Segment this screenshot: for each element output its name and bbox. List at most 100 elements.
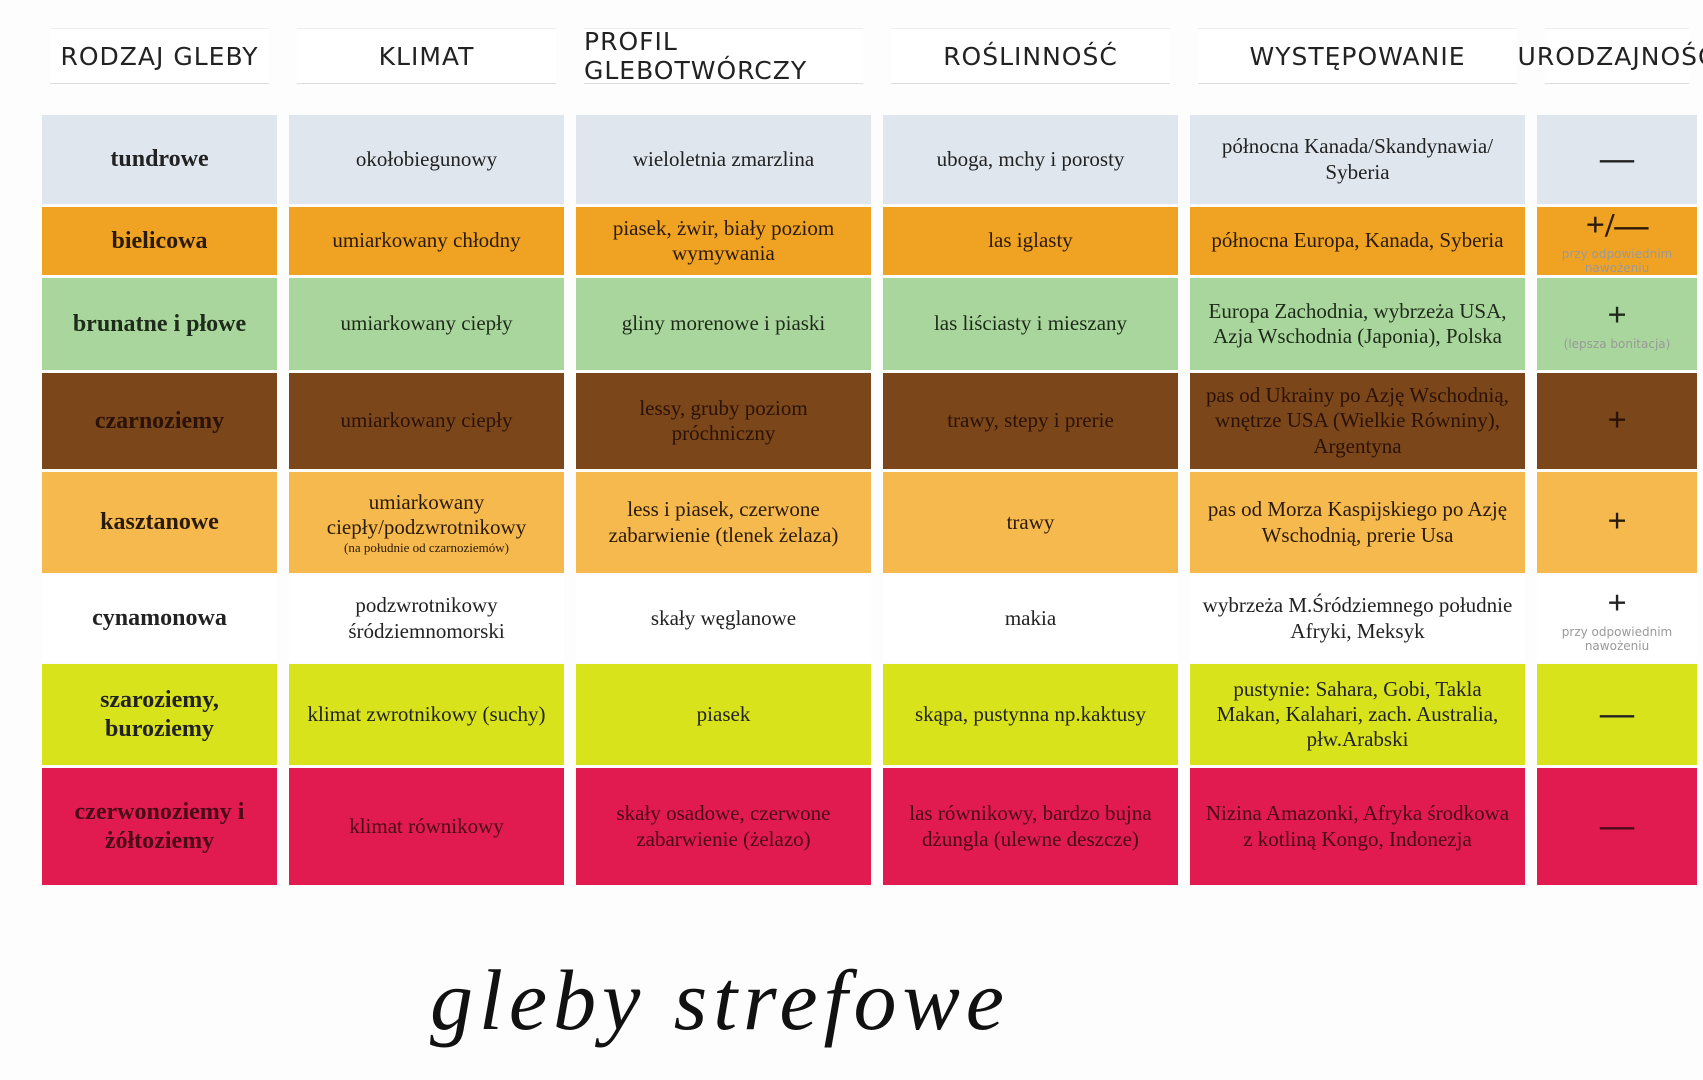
cell-text: umiarkowany chłodny (332, 228, 521, 253)
cell-text: — (1600, 807, 1634, 845)
cell-text: lessy, gruby poziom próchniczny (639, 395, 808, 445)
cell-note: przy odpowiednim nawożeniu (1561, 247, 1673, 276)
cell-text: + (1607, 503, 1627, 541)
cell-text: bielicowa (111, 227, 208, 254)
table-cell: uboga, mchy i porosty (883, 115, 1178, 204)
table-cell: piasek, żwir, biały poziom wymywania (576, 207, 871, 275)
table-cell: wieloletnia zmarzlina (576, 115, 871, 204)
cell-text: okołobiegunowy (355, 146, 498, 171)
footer-title: gleby strefowe (430, 952, 1010, 1048)
table-cell: umiarkowany ciepły (289, 373, 564, 469)
column-header: WYSTĘPOWANIE (1198, 28, 1517, 84)
cell-text: Europa Zachodnia, wybrzeża USA, Azja Wsc… (1208, 298, 1507, 348)
table-cell: bielicowa (42, 207, 277, 275)
cell-text: podzwrotnikowy śródziemnomorski (348, 593, 505, 643)
cell-text: uboga, mchy i porosty (936, 146, 1125, 171)
table-cell: Nizina Amazonki, Afryka środkowa z kotli… (1190, 768, 1525, 885)
cell-text: północna Europa, Kanada, Syberia (1211, 228, 1504, 253)
table-cell: podzwrotnikowy śródziemnomorski (289, 576, 564, 661)
table-cell: szaroziemy, buroziemy (42, 664, 277, 765)
column-header: URODZAJNOŚĆ (1518, 28, 1703, 84)
cell-text: tundrowe (110, 146, 209, 173)
cell-text: czarnoziemy (94, 407, 225, 434)
cell-text: +/— (1585, 207, 1649, 245)
cell-text: skały osadowe, czerwone zabarwienie (żel… (616, 801, 831, 851)
table-cell: kasztanowe (42, 472, 277, 573)
table-cell: klimat równikowy (289, 768, 564, 885)
cell-text: pustynie: Sahara, Gobi, Takla Makan, Kal… (1216, 676, 1499, 752)
table-cell: las liściasty i mieszany (883, 278, 1178, 370)
cell-text: brunatne i płowe (72, 310, 247, 337)
table-cell: Europa Zachodnia, wybrzeża USA, Azja Wsc… (1190, 278, 1525, 370)
table-cell: + (lepsza bonitacja) (1537, 278, 1697, 370)
cell-text: kasztanowe (100, 509, 219, 536)
cell-note: przy odpowiednim nawożeniu (1561, 624, 1673, 653)
table-cell: pas od Morza Kaspijskiego po Azję Wschod… (1190, 472, 1525, 573)
table-cell: makia (883, 576, 1178, 661)
cell-text: piasek, żwir, biały poziom wymywania (612, 215, 835, 265)
cell-text: klimat równikowy (349, 813, 504, 838)
table-cell: lessy, gruby poziom próchniczny (576, 373, 871, 469)
table-cell: +/— przy odpowiednim nawożeniu (1537, 207, 1697, 275)
cell-text: las iglasty (988, 228, 1073, 253)
cell-text: umiarkowany ciepły/podzwrotnikowy (326, 489, 527, 539)
table-cell: północna Kanada/Skandynawia/ Syberia (1190, 115, 1525, 204)
table-cell: + (1537, 373, 1697, 469)
cell-text: + (1607, 401, 1627, 439)
cell-text: pas od Morza Kaspijskiego po Azję Wschod… (1207, 497, 1508, 547)
cell-note: (na południe od czarnoziemów) (344, 539, 509, 555)
table-cell: pas od Ukrainy po Azję Wschodnią, wnętrz… (1190, 373, 1525, 469)
table-cell: brunatne i płowe (42, 278, 277, 370)
table-cell: piasek (576, 664, 871, 765)
table-cell: czarnoziemy (42, 373, 277, 469)
cell-note: (lepsza bonitacja) (1563, 337, 1671, 352)
cell-text: + (1607, 584, 1627, 622)
cell-text: less i piasek, czerwone zabarwienie (tle… (608, 497, 839, 547)
column-header: PROFIL GLEBOTWÓRCZY (584, 27, 863, 85)
table-cell: tundrowe (42, 115, 277, 204)
cell-text: pas od Ukrainy po Azję Wschodnią, wnętrz… (1206, 383, 1509, 458)
table-cell: cynamonowa (42, 576, 277, 661)
column-header: RODZAJ GLEBY (50, 28, 269, 84)
cell-text: skąpa, pustynna np.kaktusy (915, 701, 1146, 726)
cell-text: trawy (1006, 509, 1055, 534)
cell-text: piasek (696, 701, 751, 726)
cell-text: las liściasty i mieszany (933, 311, 1128, 336)
table-cell: — (1537, 664, 1697, 765)
table-cell: — (1537, 768, 1697, 885)
table-cell: trawy (883, 472, 1178, 573)
table-cell: skały węglanowe (576, 576, 871, 661)
cell-text: + (1607, 297, 1627, 335)
table-cell: — (1537, 115, 1697, 204)
cell-text: gliny morenowe i piaski (621, 311, 826, 336)
table-cell: umiarkowany ciepły/podzwrotnikowy (na poł… (289, 472, 564, 573)
cell-text: klimat zwrotnikowy (suchy) (307, 701, 546, 726)
table-cell: + (1537, 472, 1697, 573)
cell-text: czerwonoziemy i żółtoziemy (74, 798, 245, 854)
table-cell: umiarkowany chłodny (289, 207, 564, 275)
table-cell: klimat zwrotnikowy (suchy) (289, 664, 564, 765)
cell-text: — (1600, 140, 1634, 178)
cell-text: — (1600, 695, 1634, 733)
cell-text: szaroziemy, buroziemy (100, 686, 219, 742)
cell-text: wybrzeża M.Śródziemnego południe Afryki,… (1202, 593, 1513, 643)
cell-text: skały węglanowe (650, 605, 797, 630)
column-header: KLIMAT (297, 28, 556, 84)
cell-text: wieloletnia zmarzlina (632, 146, 815, 171)
table-cell: umiarkowany ciepły (289, 278, 564, 370)
cell-text: umiarkowany ciepły (340, 408, 513, 433)
cell-text: cynamonowa (92, 605, 227, 632)
table-cell: las równikowy, bardzo bujna dżungla (ule… (883, 768, 1178, 885)
table-cell: skąpa, pustynna np.kaktusy (883, 664, 1178, 765)
table-cell: pustynie: Sahara, Gobi, Takla Makan, Kal… (1190, 664, 1525, 765)
table-cell: las iglasty (883, 207, 1178, 275)
table-cell: less i piasek, czerwone zabarwienie (tle… (576, 472, 871, 573)
soil-table: RODZAJ GLEBY KLIMAT PROFIL GLEBOTWÓRCZY ROŚ… (42, 27, 1703, 885)
table-cell: gliny morenowe i piaski (576, 278, 871, 370)
table-cell: okołobiegunowy (289, 115, 564, 204)
column-header: ROŚLINNOŚĆ (891, 28, 1170, 84)
table-cell: skały osadowe, czerwone zabarwienie (żel… (576, 768, 871, 885)
table-cell: północna Europa, Kanada, Syberia (1190, 207, 1525, 275)
cell-text: trawy, stepy i prerie (947, 408, 1114, 433)
cell-text: Nizina Amazonki, Afryka środkowa z kotli… (1205, 801, 1510, 851)
